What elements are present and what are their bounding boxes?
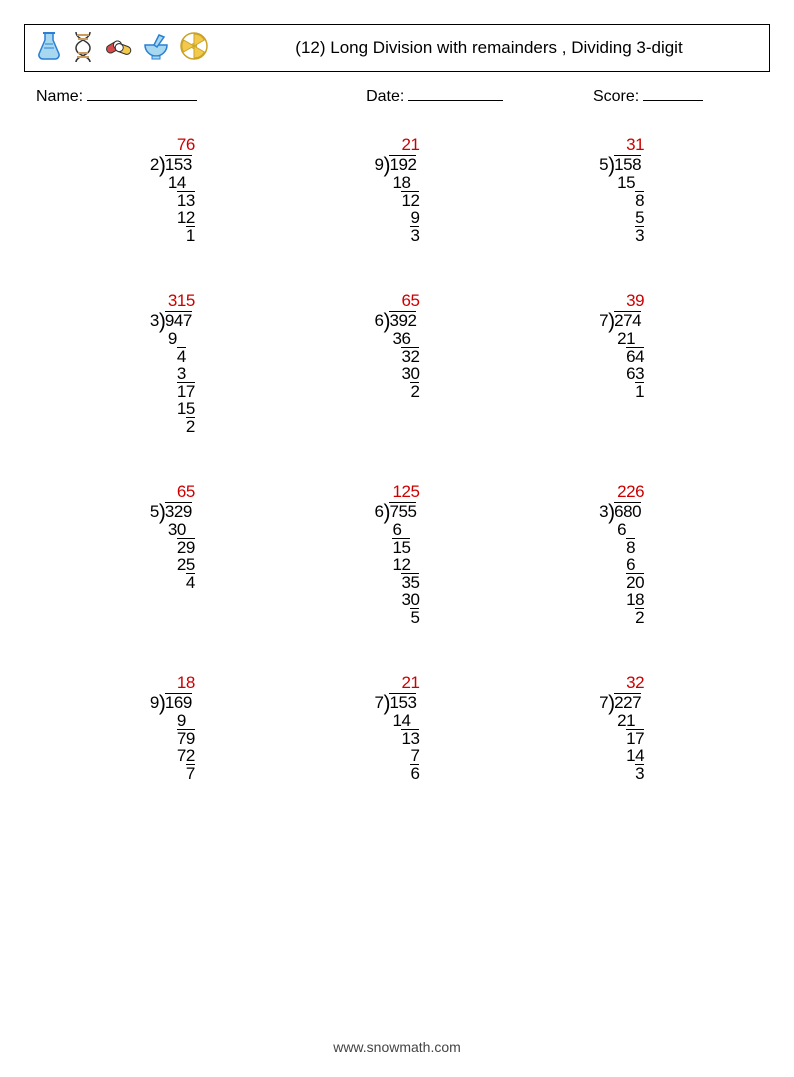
score-blank bbox=[643, 100, 703, 101]
problem-cell: 1256)755 6 15 12 35 30 5 bbox=[285, 483, 510, 626]
long-division-problem: 655)329 30 29 25 4 bbox=[150, 483, 195, 626]
long-division-problem: 315)158 15 8 5 3 bbox=[599, 136, 644, 244]
problem-cell: 327)227 21 17 14 3 bbox=[509, 674, 734, 782]
long-division-problem: 219)192 18 12 9 3 bbox=[374, 136, 419, 244]
score-field: Score: bbox=[593, 88, 758, 106]
worksheet-header: (12) Long Division with remainders , Div… bbox=[24, 24, 770, 72]
problem-cell: 219)192 18 12 9 3 bbox=[285, 136, 510, 244]
problem-cell: 217)153 14 13 7 6 bbox=[285, 674, 510, 782]
long-division-problem: 1256)755 6 15 12 35 30 5 bbox=[374, 483, 419, 626]
long-division-problem: 327)227 21 17 14 3 bbox=[599, 674, 644, 782]
problem-cell: 656)392 36 32 30 2 bbox=[285, 292, 510, 435]
long-division-problem: 397)274 21 64 63 1 bbox=[599, 292, 644, 435]
problem-cell: 315)158 15 8 5 3 bbox=[509, 136, 734, 244]
info-row: Name: Date: Score: bbox=[36, 88, 758, 106]
worksheet-title: (12) Long Division with remainders , Div… bbox=[209, 36, 769, 60]
beaker-icon bbox=[35, 30, 63, 67]
long-division-problem: 189)169 9 79 72 7 bbox=[150, 674, 195, 782]
problem-cell: 189)169 9 79 72 7 bbox=[60, 674, 285, 782]
name-blank bbox=[87, 100, 197, 101]
problem-cell: 3153)947 9 4 3 17 15 2 bbox=[60, 292, 285, 435]
long-division-problem: 762)153 14 13 12 1 bbox=[150, 136, 195, 244]
date-field: Date: bbox=[366, 88, 593, 106]
problem-cell: 655)329 30 29 25 4 bbox=[60, 483, 285, 626]
problem-cell: 2263)680 6 8 6 20 18 2 bbox=[509, 483, 734, 626]
dna-icon bbox=[71, 30, 95, 67]
mortar-icon bbox=[141, 31, 171, 66]
name-field: Name: bbox=[36, 88, 366, 106]
problem-cell: 397)274 21 64 63 1 bbox=[509, 292, 734, 435]
header-icons bbox=[25, 30, 209, 67]
long-division-problem: 2263)680 6 8 6 20 18 2 bbox=[599, 483, 644, 626]
long-division-problem: 217)153 14 13 7 6 bbox=[374, 674, 419, 782]
long-division-problem: 656)392 36 32 30 2 bbox=[374, 292, 419, 435]
radiation-icon bbox=[179, 31, 209, 66]
long-division-problem: 3153)947 9 4 3 17 15 2 bbox=[150, 292, 195, 435]
score-label: Score: bbox=[593, 88, 639, 105]
pills-icon bbox=[103, 31, 133, 66]
name-label: Name: bbox=[36, 88, 83, 105]
problem-cell: 762)153 14 13 12 1 bbox=[60, 136, 285, 244]
date-blank bbox=[408, 100, 503, 101]
problems-grid: 762)153 14 13 12 1 219)192 18 12 9 3 315… bbox=[0, 136, 794, 782]
date-label: Date: bbox=[366, 88, 404, 105]
